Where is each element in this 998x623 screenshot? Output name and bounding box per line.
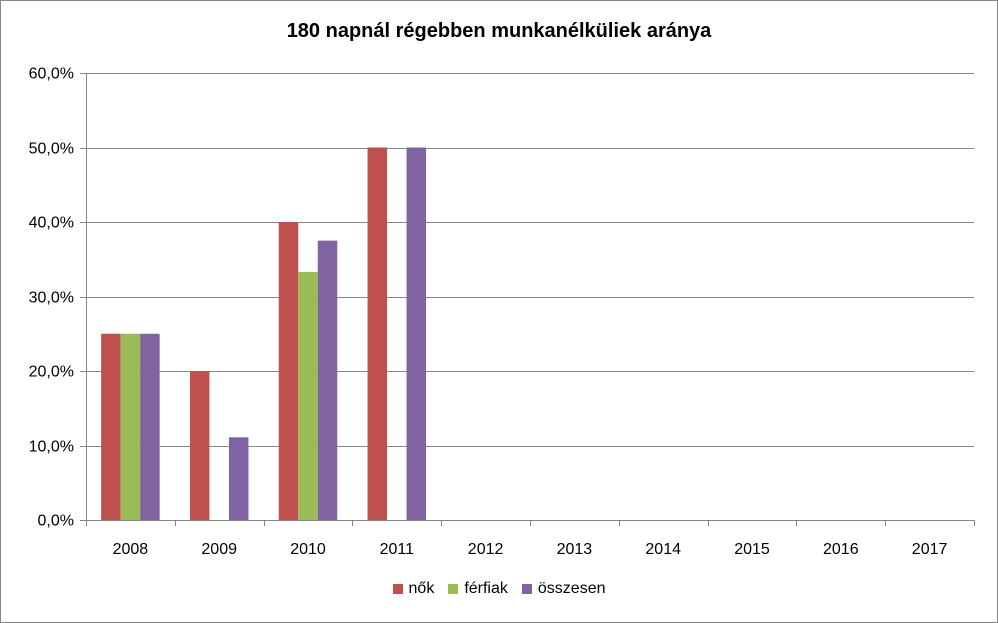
y-tick-label: 60,0%: [29, 66, 74, 83]
x-tick-label: 2011: [380, 541, 415, 558]
bar-nők-2011: [367, 147, 388, 520]
bar-nők-2008: [101, 333, 121, 520]
x-tick-label: 2017: [912, 541, 948, 558]
bar-összesen-2008: [140, 333, 160, 520]
legend-swatch: [392, 584, 403, 594]
bars: [101, 147, 427, 520]
y-tick-label: 10,0%: [29, 439, 74, 456]
x-tick-label: 2016: [823, 541, 859, 558]
legend: nők férfiak összesen: [0, 580, 998, 598]
bar-összesen-2009: [228, 437, 249, 520]
x-tick-label: 2013: [557, 541, 593, 558]
chart-title: 180 napnál régebben munkanélküliek arány…: [286, 20, 712, 42]
legend-swatch: [521, 584, 532, 594]
x-tick-label: 2009: [201, 541, 237, 558]
legend-label: férfiak: [464, 580, 508, 597]
y-tick-label: 40,0%: [29, 215, 74, 232]
bar-férfiak-2010: [298, 271, 318, 520]
y-tick-label: 0,0%: [38, 513, 74, 530]
bar-férfiak-2008: [120, 333, 141, 520]
bar-nők-2009: [189, 371, 210, 520]
bar-összesen-2011: [406, 147, 427, 520]
legend-label: összesen: [537, 580, 606, 597]
legend-item: összesen: [521, 580, 606, 598]
y-tick-label: 20,0%: [29, 364, 74, 381]
x-tick-label: 2012: [468, 541, 504, 558]
gridlines: [86, 73, 974, 447]
x-tick-label: 2014: [645, 541, 681, 558]
axes: [80, 73, 975, 526]
legend-swatch: [448, 584, 459, 594]
x-tick-label: 2010: [290, 541, 326, 558]
x-tick-label: 2008: [113, 541, 149, 558]
legend-item: férfiak: [448, 580, 508, 598]
legend-label: nők: [408, 580, 435, 597]
y-tick-label: 50,0%: [29, 141, 74, 158]
legend-item: nők: [392, 580, 435, 598]
y-tick-label: 30,0%: [29, 290, 74, 307]
bar-nők-2010: [278, 222, 299, 520]
x-tick-label: 2015: [734, 541, 770, 558]
tick-labels: 0,0% 10,0% 20,0% 30,0% 40,0% 50,0% 60,0% 2008 20…: [29, 66, 948, 559]
bar-összesen-2010: [317, 240, 338, 520]
